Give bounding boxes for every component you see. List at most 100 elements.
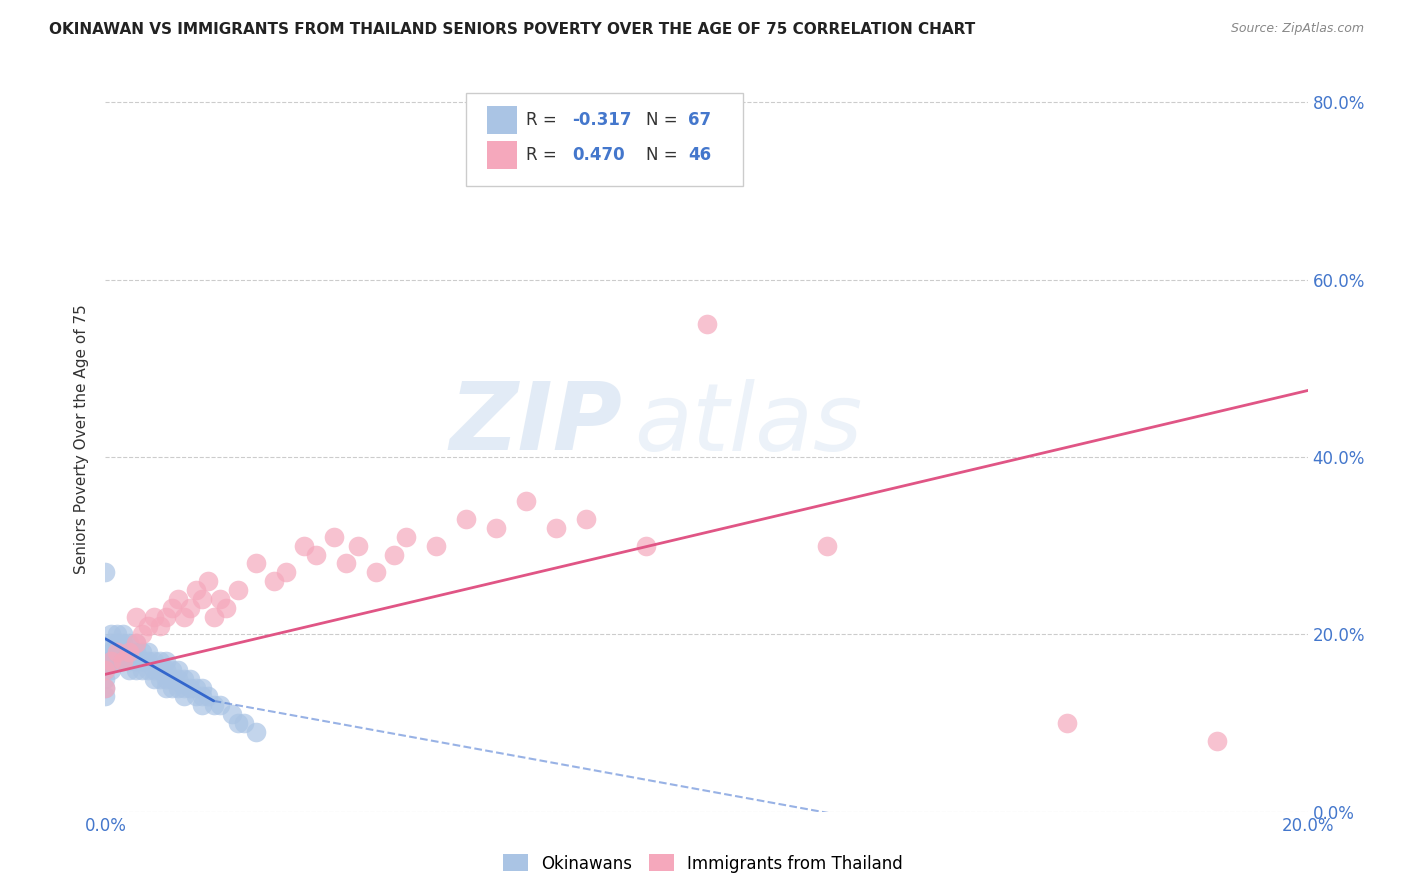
Text: -0.317: -0.317 [572,111,631,128]
Point [166,591,188,606]
Point [221,707,243,722]
Point [155,654,177,668]
Point [124,636,146,650]
Point [160,663,183,677]
Point [142,672,165,686]
Point [148,663,170,677]
Point [100,654,122,668]
Point [184,681,207,695]
Point [107,645,129,659]
Text: atlas: atlas [634,379,863,470]
Text: 0.470: 0.470 [572,145,624,164]
Point [107,654,129,668]
Point [292,539,315,553]
Point [214,600,236,615]
Point [94,663,117,677]
Point [131,654,153,668]
Point [155,672,177,686]
Text: N =: N = [647,145,683,164]
Point [179,600,201,615]
Point [173,609,195,624]
Point [112,645,135,659]
Point [202,698,225,713]
Text: Source: ZipAtlas.com: Source: ZipAtlas.com [1230,22,1364,36]
Point [166,663,188,677]
Point [322,530,344,544]
Text: R =: R = [526,145,562,164]
Point [202,609,225,624]
Point [112,654,135,668]
Point [155,663,177,677]
Point [636,539,658,553]
Point [136,663,159,677]
Point [136,645,159,659]
Point [245,557,267,571]
Point [124,654,146,668]
Point [131,627,153,641]
Bar [486,141,516,169]
Point [94,654,117,668]
Point [1206,733,1229,747]
Point [142,609,165,624]
Point [124,609,146,624]
Point [118,636,141,650]
Point [245,725,267,739]
Point [263,574,285,589]
Legend: Okinawans, Immigrants from Thailand: Okinawans, Immigrants from Thailand [496,847,910,880]
Point [382,548,405,562]
Point [166,681,188,695]
Point [136,618,159,632]
Point [124,645,146,659]
Point [179,672,201,686]
Point [364,566,387,580]
Point [124,636,146,650]
Point [148,618,170,632]
Point [173,672,195,686]
Point [100,627,122,641]
Point [166,672,188,686]
Point [112,636,135,650]
Point [100,663,122,677]
Point [815,539,838,553]
Text: N =: N = [647,111,683,128]
Point [94,681,117,695]
Point [425,539,447,553]
Point [131,663,153,677]
Point [197,690,219,704]
Point [395,530,418,544]
Text: 67: 67 [689,111,711,128]
Point [136,654,159,668]
Point [100,645,122,659]
Point [454,512,477,526]
FancyBboxPatch shape [465,93,742,186]
Point [226,716,249,731]
Point [190,681,212,695]
Point [107,645,129,659]
Y-axis label: Seniors Poverty Over the Age of 75: Seniors Poverty Over the Age of 75 [75,304,90,574]
Point [142,654,165,668]
Point [155,681,177,695]
Point [179,681,201,695]
Point [124,663,146,677]
Point [546,521,568,535]
Point [100,636,122,650]
Point [94,663,117,677]
Point [575,512,598,526]
Point [226,582,249,597]
Text: 46: 46 [689,145,711,164]
Point [148,672,170,686]
Point [305,548,328,562]
Point [184,582,207,597]
Point [112,627,135,641]
Point [148,654,170,668]
Point [160,600,183,615]
Point [94,645,117,659]
Point [335,557,357,571]
Point [190,591,212,606]
Point [112,654,135,668]
Point [485,521,508,535]
Point [173,681,195,695]
Point [94,672,117,686]
Point [696,317,718,331]
Point [94,654,117,668]
